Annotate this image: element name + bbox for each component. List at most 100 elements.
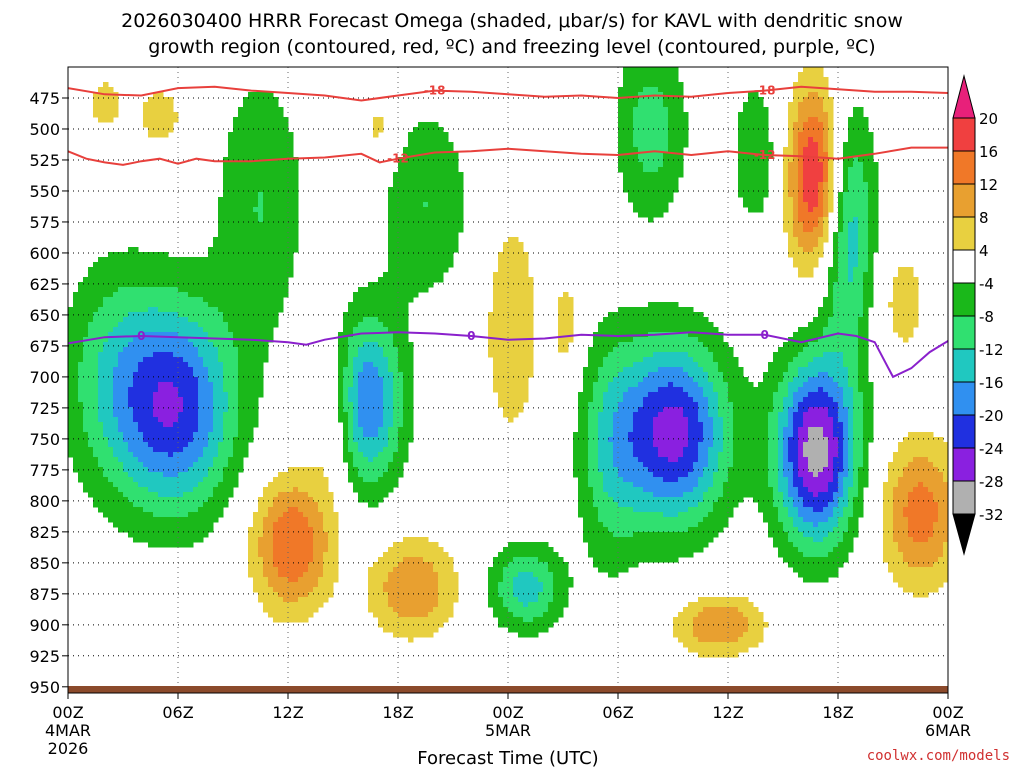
omega-cell: [118, 252, 124, 258]
omega-cell: [528, 632, 534, 638]
omega-cell: [193, 507, 199, 513]
omega-cell: [403, 257, 409, 263]
omega-cell: [393, 622, 399, 628]
omega-cell: [188, 427, 194, 433]
omega-cell: [503, 317, 509, 323]
omega-cell: [518, 317, 524, 323]
omega-cell: [278, 252, 284, 258]
omega-cell: [388, 467, 394, 473]
omega-cell: [193, 372, 199, 378]
omega-cell: [203, 522, 209, 528]
omega-cell: [583, 372, 589, 378]
omega-cell: [378, 412, 384, 418]
omega-cell: [288, 497, 294, 503]
omega-cell: [178, 452, 184, 458]
omega-cell: [213, 362, 219, 368]
omega-cell: [338, 407, 344, 413]
omega-cell: [168, 537, 174, 543]
omega-cell: [293, 592, 299, 598]
omega-cell: [323, 542, 329, 548]
omega-cell: [83, 322, 89, 328]
omega-cell: [433, 157, 439, 163]
omega-cell: [173, 527, 179, 533]
omega-cell: [278, 307, 284, 313]
omega-cell: [253, 117, 259, 123]
omega-cell: [448, 592, 454, 598]
omega-cell: [188, 317, 194, 323]
omega-cell: [213, 237, 219, 243]
omega-cell: [523, 582, 529, 588]
omega-cell: [203, 302, 209, 308]
omega-cell: [93, 357, 99, 363]
omega-cell: [93, 347, 99, 353]
omega-cell: [203, 357, 209, 363]
omega-cell: [198, 262, 204, 268]
omega-cell: [78, 322, 84, 328]
omega-cell: [428, 597, 434, 603]
omega-cell: [133, 317, 139, 323]
omega-cell: [128, 282, 134, 288]
omega-cell: [408, 267, 414, 273]
omega-cell: [173, 392, 179, 398]
omega-cell: [428, 262, 434, 268]
omega-cell: [113, 492, 119, 498]
omega-cell: [163, 317, 169, 323]
omega-cell: [563, 587, 569, 593]
omega-cell: [433, 587, 439, 593]
omega-cell: [208, 252, 214, 258]
omega-cell: [228, 217, 234, 223]
omega-cell: [508, 342, 514, 348]
omega-cell: [188, 387, 194, 393]
omega-cell: [258, 112, 264, 118]
omega-cell: [318, 547, 324, 553]
omega-cell: [228, 167, 234, 173]
omega-cell: [293, 202, 299, 208]
omega-cell: [568, 322, 574, 328]
omega-cell: [253, 122, 259, 128]
omega-cell: [183, 297, 189, 303]
omega-cell: [503, 612, 509, 618]
omega-cell: [503, 342, 509, 348]
omega-cell: [398, 632, 404, 638]
omega-cell: [528, 332, 534, 338]
omega-cell: [588, 537, 594, 543]
omega-cell: [193, 427, 199, 433]
omega-cell: [268, 612, 274, 618]
omega-cell: [193, 497, 199, 503]
omega-cell: [418, 627, 424, 633]
omega-cell: [388, 207, 394, 213]
omega-cell: [358, 472, 364, 478]
omega-cell: [518, 632, 524, 638]
omega-cell: [508, 277, 514, 283]
omega-cell: [243, 132, 249, 138]
omega-cell: [583, 497, 589, 503]
omega-cell: [393, 417, 399, 423]
omega-cell: [323, 577, 329, 583]
omega-cell: [503, 382, 509, 388]
omega-cell: [493, 372, 499, 378]
omega-cell: [238, 157, 244, 163]
omega-cell: [98, 347, 104, 353]
omega-cell: [383, 437, 389, 443]
omega-cell: [498, 312, 504, 318]
omega-cell: [238, 407, 244, 413]
omega-cell: [258, 582, 264, 588]
omega-cell: [203, 362, 209, 368]
omega-cell: [373, 342, 379, 348]
omega-cell: [153, 452, 159, 458]
omega-cell: [378, 477, 384, 483]
omega-cell: [148, 542, 154, 548]
omega-cell: [588, 437, 594, 443]
omega-cell: [438, 187, 444, 193]
omega-cell: [213, 322, 219, 328]
omega-cell: [188, 487, 194, 493]
omega-cell: [178, 272, 184, 278]
omega-cell: [238, 187, 244, 193]
omega-cell: [258, 192, 264, 198]
omega-cell: [168, 117, 174, 123]
omega-cell: [378, 602, 384, 608]
omega-cell: [183, 287, 189, 293]
omega-cell: [273, 227, 279, 233]
omega-cell: [223, 317, 229, 323]
omega-cell: [223, 412, 229, 418]
